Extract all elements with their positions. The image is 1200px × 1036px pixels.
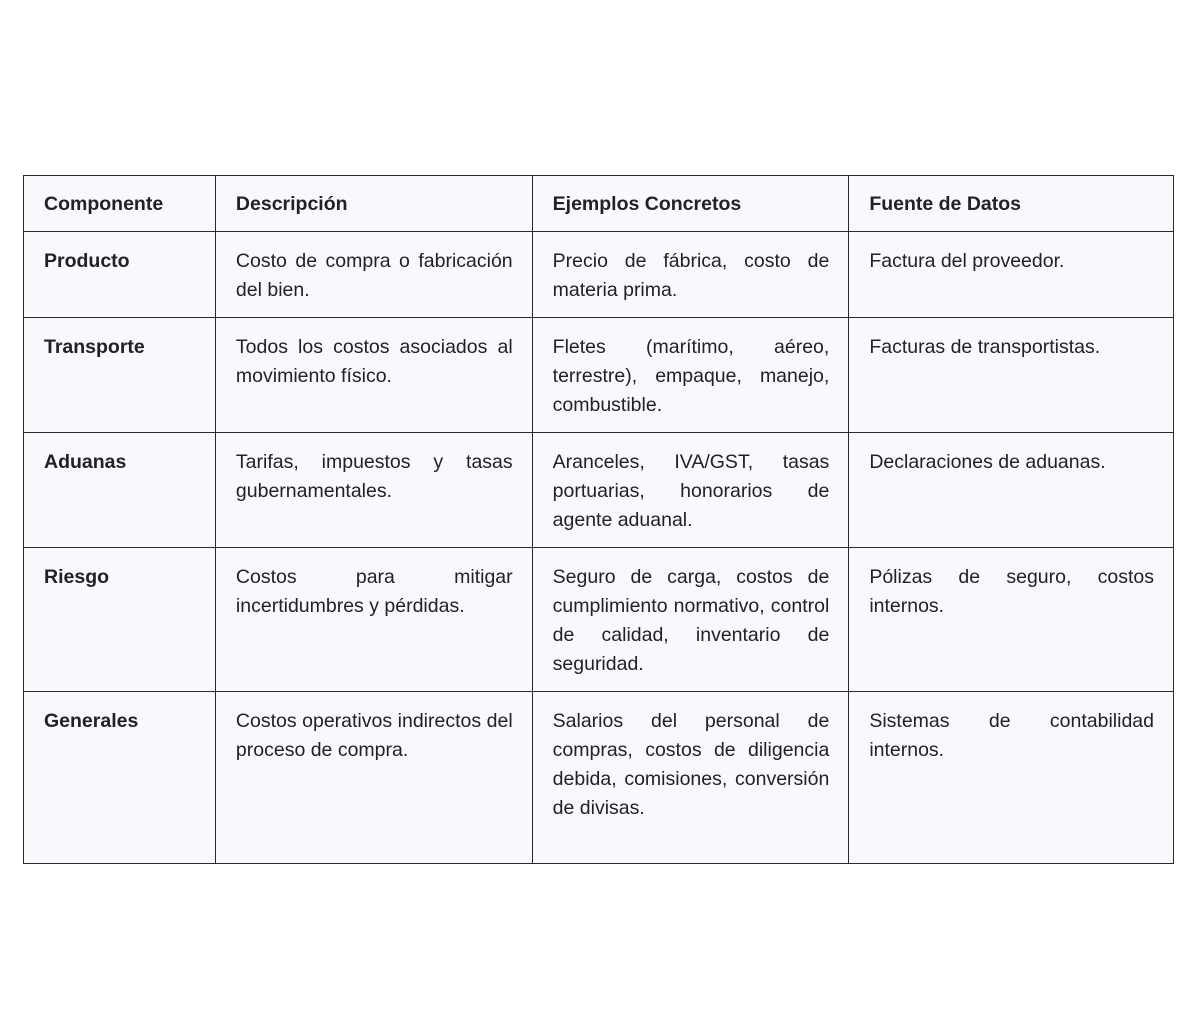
cell-descripcion: Tarifas, impuestos y tasas gubernamental…	[214, 432, 533, 548]
header-row: Componente Descripción Ejemplos Concreto…	[23, 175, 1174, 232]
cell-ejemplos: Precio de fábrica, costo de materia prim…	[531, 231, 850, 318]
cell-fuente: Pólizas de seguro, costos internos.	[848, 547, 1174, 692]
cell-ejemplos: Aranceles, IVA/GST, tasas portuarias, ho…	[531, 432, 850, 548]
cell-fuente: Factura del proveedor.	[848, 231, 1174, 318]
cell-descripcion: Costos para mitigar incertidumbres y pér…	[214, 547, 533, 692]
cell-componente: Aduanas	[23, 432, 216, 548]
cell-fuente: Declaraciones de aduanas.	[848, 432, 1174, 548]
cell-ejemplos: Seguro de carga, costos de cumplimiento …	[531, 547, 850, 692]
header-ejemplos: Ejemplos Concretos	[531, 175, 850, 232]
table-row: Producto Costo de compra o fabricación d…	[23, 231, 1174, 318]
cell-componente: Producto	[23, 231, 216, 318]
cell-fuente: Facturas de transportistas.	[848, 317, 1174, 433]
header-fuente: Fuente de Datos	[848, 175, 1174, 232]
header-descripcion: Descripción	[214, 175, 533, 232]
table-row: Generales Costos operativos indirectos d…	[23, 691, 1174, 864]
cell-componente: Generales	[23, 691, 216, 864]
header-componente: Componente	[23, 175, 216, 232]
table-row: Aduanas Tarifas, impuestos y tasas guber…	[23, 432, 1174, 548]
cell-descripcion: Costo de compra o fabricación del bien.	[214, 231, 533, 318]
table-row: Riesgo Costos para mitigar incertidumbre…	[23, 547, 1174, 692]
cell-componente: Transporte	[23, 317, 216, 433]
cost-components-table: Componente Descripción Ejemplos Concreto…	[23, 175, 1174, 864]
cell-fuente: Sistemas de contabilidad internos.	[848, 691, 1174, 864]
cell-ejemplos: Salarios del personal de compras, costos…	[531, 691, 850, 864]
cell-ejemplos: Fletes (marítimo, aéreo, terrestre), emp…	[531, 317, 850, 433]
cell-descripcion: Costos operativos indirectos del proceso…	[214, 691, 533, 864]
cell-descripcion: Todos los costos asociados al movimiento…	[214, 317, 533, 433]
cell-componente: Riesgo	[23, 547, 216, 692]
table-row: Transporte Todos los costos asociados al…	[23, 317, 1174, 433]
